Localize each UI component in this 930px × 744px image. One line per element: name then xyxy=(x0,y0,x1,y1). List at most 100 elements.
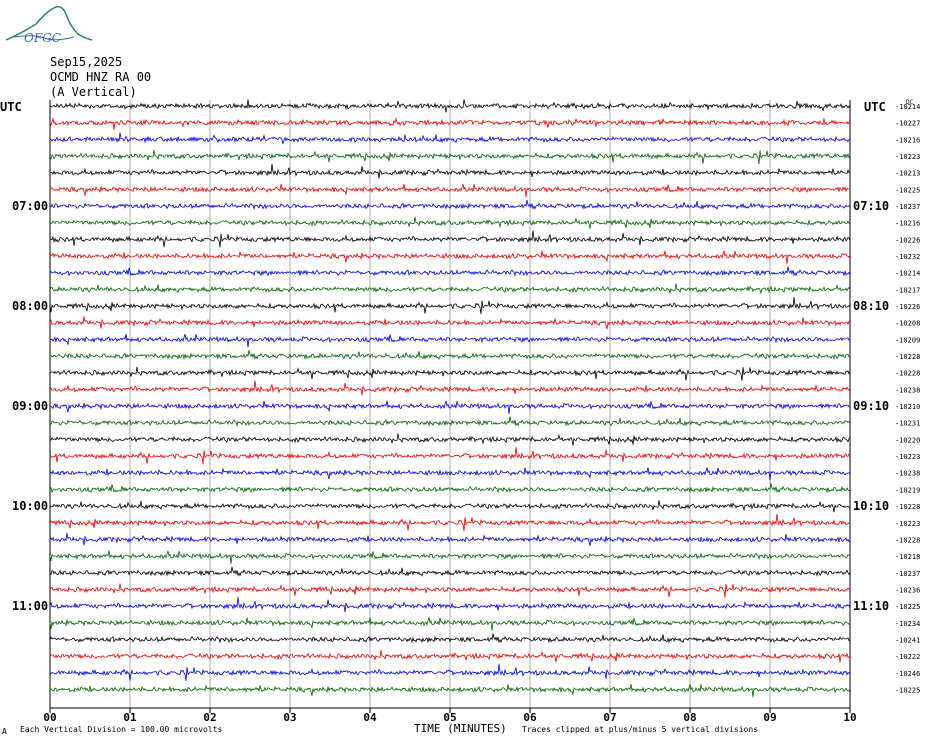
x-tick-label: 02 xyxy=(203,711,216,724)
seismic-trace xyxy=(49,283,851,295)
right-utc-label: UTC xyxy=(864,100,886,114)
seismic-trace xyxy=(49,583,851,598)
left-time-label: 10:00 xyxy=(12,499,48,513)
seismic-trace xyxy=(49,597,851,613)
seismic-trace xyxy=(49,513,851,531)
seismic-trace xyxy=(49,433,851,446)
trace-offset-label: -10234 xyxy=(895,620,920,628)
seismic-trace xyxy=(49,663,851,681)
seismic-trace xyxy=(49,467,851,481)
seismic-trace xyxy=(49,550,851,564)
seismic-trace xyxy=(49,650,851,663)
seismic-trace xyxy=(49,684,851,698)
seismic-trace xyxy=(49,533,851,546)
trace-offset-label: -10216 xyxy=(895,136,920,144)
left-time-label: 07:00 xyxy=(12,199,48,213)
x-tick-label: 07 xyxy=(603,711,616,724)
seismic-trace xyxy=(49,199,851,211)
x-tick-label: 05 xyxy=(443,711,456,724)
trace-offset-label: -10246 xyxy=(895,670,920,678)
trace-offset-label: -10238 xyxy=(895,470,920,478)
dc-label: DC xyxy=(906,99,914,106)
seismic-trace xyxy=(49,617,851,631)
seismic-trace xyxy=(50,132,851,145)
header-station: OCMD HNZ RA 00 xyxy=(50,70,152,84)
x-axis-title: TIME (MINUTES) xyxy=(414,722,507,735)
seismic-trace xyxy=(49,349,851,361)
seismic-trace xyxy=(49,250,851,264)
trace-offset-label: -10218 xyxy=(895,553,920,561)
seismic-trace xyxy=(49,400,851,414)
trace-offset-label: -10228 xyxy=(895,353,920,361)
trace-offset-label: -10228 xyxy=(895,536,920,544)
seismic-trace xyxy=(49,316,851,330)
trace-offset-label: -10238 xyxy=(895,386,920,394)
seismic-trace xyxy=(49,230,851,248)
trace-offset-label: -10231 xyxy=(895,420,920,428)
trace-offset-label: -10219 xyxy=(895,486,920,494)
seismic-trace xyxy=(49,297,851,315)
x-tick-label: 09 xyxy=(763,711,776,724)
trace-offset-label: -10228 xyxy=(895,503,920,511)
right-time-label: 07:10 xyxy=(853,199,889,213)
trace-offset-label: -10225 xyxy=(895,603,920,611)
seismic-trace xyxy=(49,117,851,130)
trace-offset-label: -10222 xyxy=(895,653,920,661)
trace-offset-label: -10232 xyxy=(895,253,920,261)
left-time-label: 09:00 xyxy=(12,399,48,413)
x-tick-label: 06 xyxy=(523,711,537,724)
seismic-trace xyxy=(49,633,851,644)
x-tick-label: 00 xyxy=(43,711,56,724)
seismic-trace xyxy=(49,500,850,513)
trace-offset-label: -10226 xyxy=(895,303,920,311)
trace-offset-label: -10210 xyxy=(895,403,920,411)
trace-offset-label: -10208 xyxy=(895,320,920,328)
x-tick-label: 10 xyxy=(843,711,856,724)
seismic-trace xyxy=(49,183,851,198)
trace-offset-label: -10223 xyxy=(895,153,920,161)
left-utc-label: UTC xyxy=(0,100,22,114)
trace-offset-label: -10223 xyxy=(895,453,920,461)
seismic-trace xyxy=(49,380,851,396)
seismic-trace xyxy=(49,150,851,165)
trace-offset-label: -10227 xyxy=(895,120,920,128)
seismic-trace xyxy=(49,163,851,179)
trace-offset-label: -10216 xyxy=(895,220,920,228)
trace-offset-label: -10214 xyxy=(895,270,920,278)
right-time-label: 08:10 xyxy=(853,299,889,313)
ofgc-logo: OFGC xyxy=(5,5,93,45)
trace-offset-label: -10220 xyxy=(895,436,920,444)
trace-offset-label: -10223 xyxy=(895,520,920,528)
seismic-trace xyxy=(49,447,851,465)
x-tick-label: 01 xyxy=(123,711,137,724)
seismic-trace xyxy=(49,216,851,229)
header-date: Sep15,2025 xyxy=(50,55,123,69)
scale-prefix: A xyxy=(2,727,7,736)
x-tick-label: 03 xyxy=(283,711,296,724)
trace-offset-label: -10213 xyxy=(895,170,920,178)
seismic-trace xyxy=(49,333,851,348)
seismic-trace xyxy=(49,416,851,427)
header-component: (A Vertical) xyxy=(50,85,137,99)
clip-note: Traces clipped at plus/minus 5 vertical … xyxy=(522,725,759,734)
seismic-trace xyxy=(49,99,851,113)
x-tick-label: 08 xyxy=(683,711,696,724)
seismic-trace xyxy=(49,266,851,277)
x-tick-label: 04 xyxy=(363,711,377,724)
trace-offset-label: -10226 xyxy=(895,236,920,244)
trace-offset-label: -10225 xyxy=(895,186,920,194)
right-time-label: 09:10 xyxy=(853,399,889,413)
seismic-trace xyxy=(49,366,851,381)
left-time-label: 08:00 xyxy=(12,299,48,313)
scale-note: Each Vertical Division = 100.00 microvol… xyxy=(20,725,223,734)
trace-offset-label: -10225 xyxy=(895,686,920,694)
trace-offset-label: -10228 xyxy=(895,370,920,378)
trace-offset-label: -10217 xyxy=(895,286,920,294)
left-time-label: 11:00 xyxy=(12,599,48,613)
right-time-label: 10:10 xyxy=(853,499,889,513)
trace-offset-label: -10241 xyxy=(895,636,920,644)
right-time-label: 11:10 xyxy=(853,599,889,613)
logo-text: OFGC xyxy=(24,31,61,45)
trace-offset-label: -10236 xyxy=(895,586,920,594)
